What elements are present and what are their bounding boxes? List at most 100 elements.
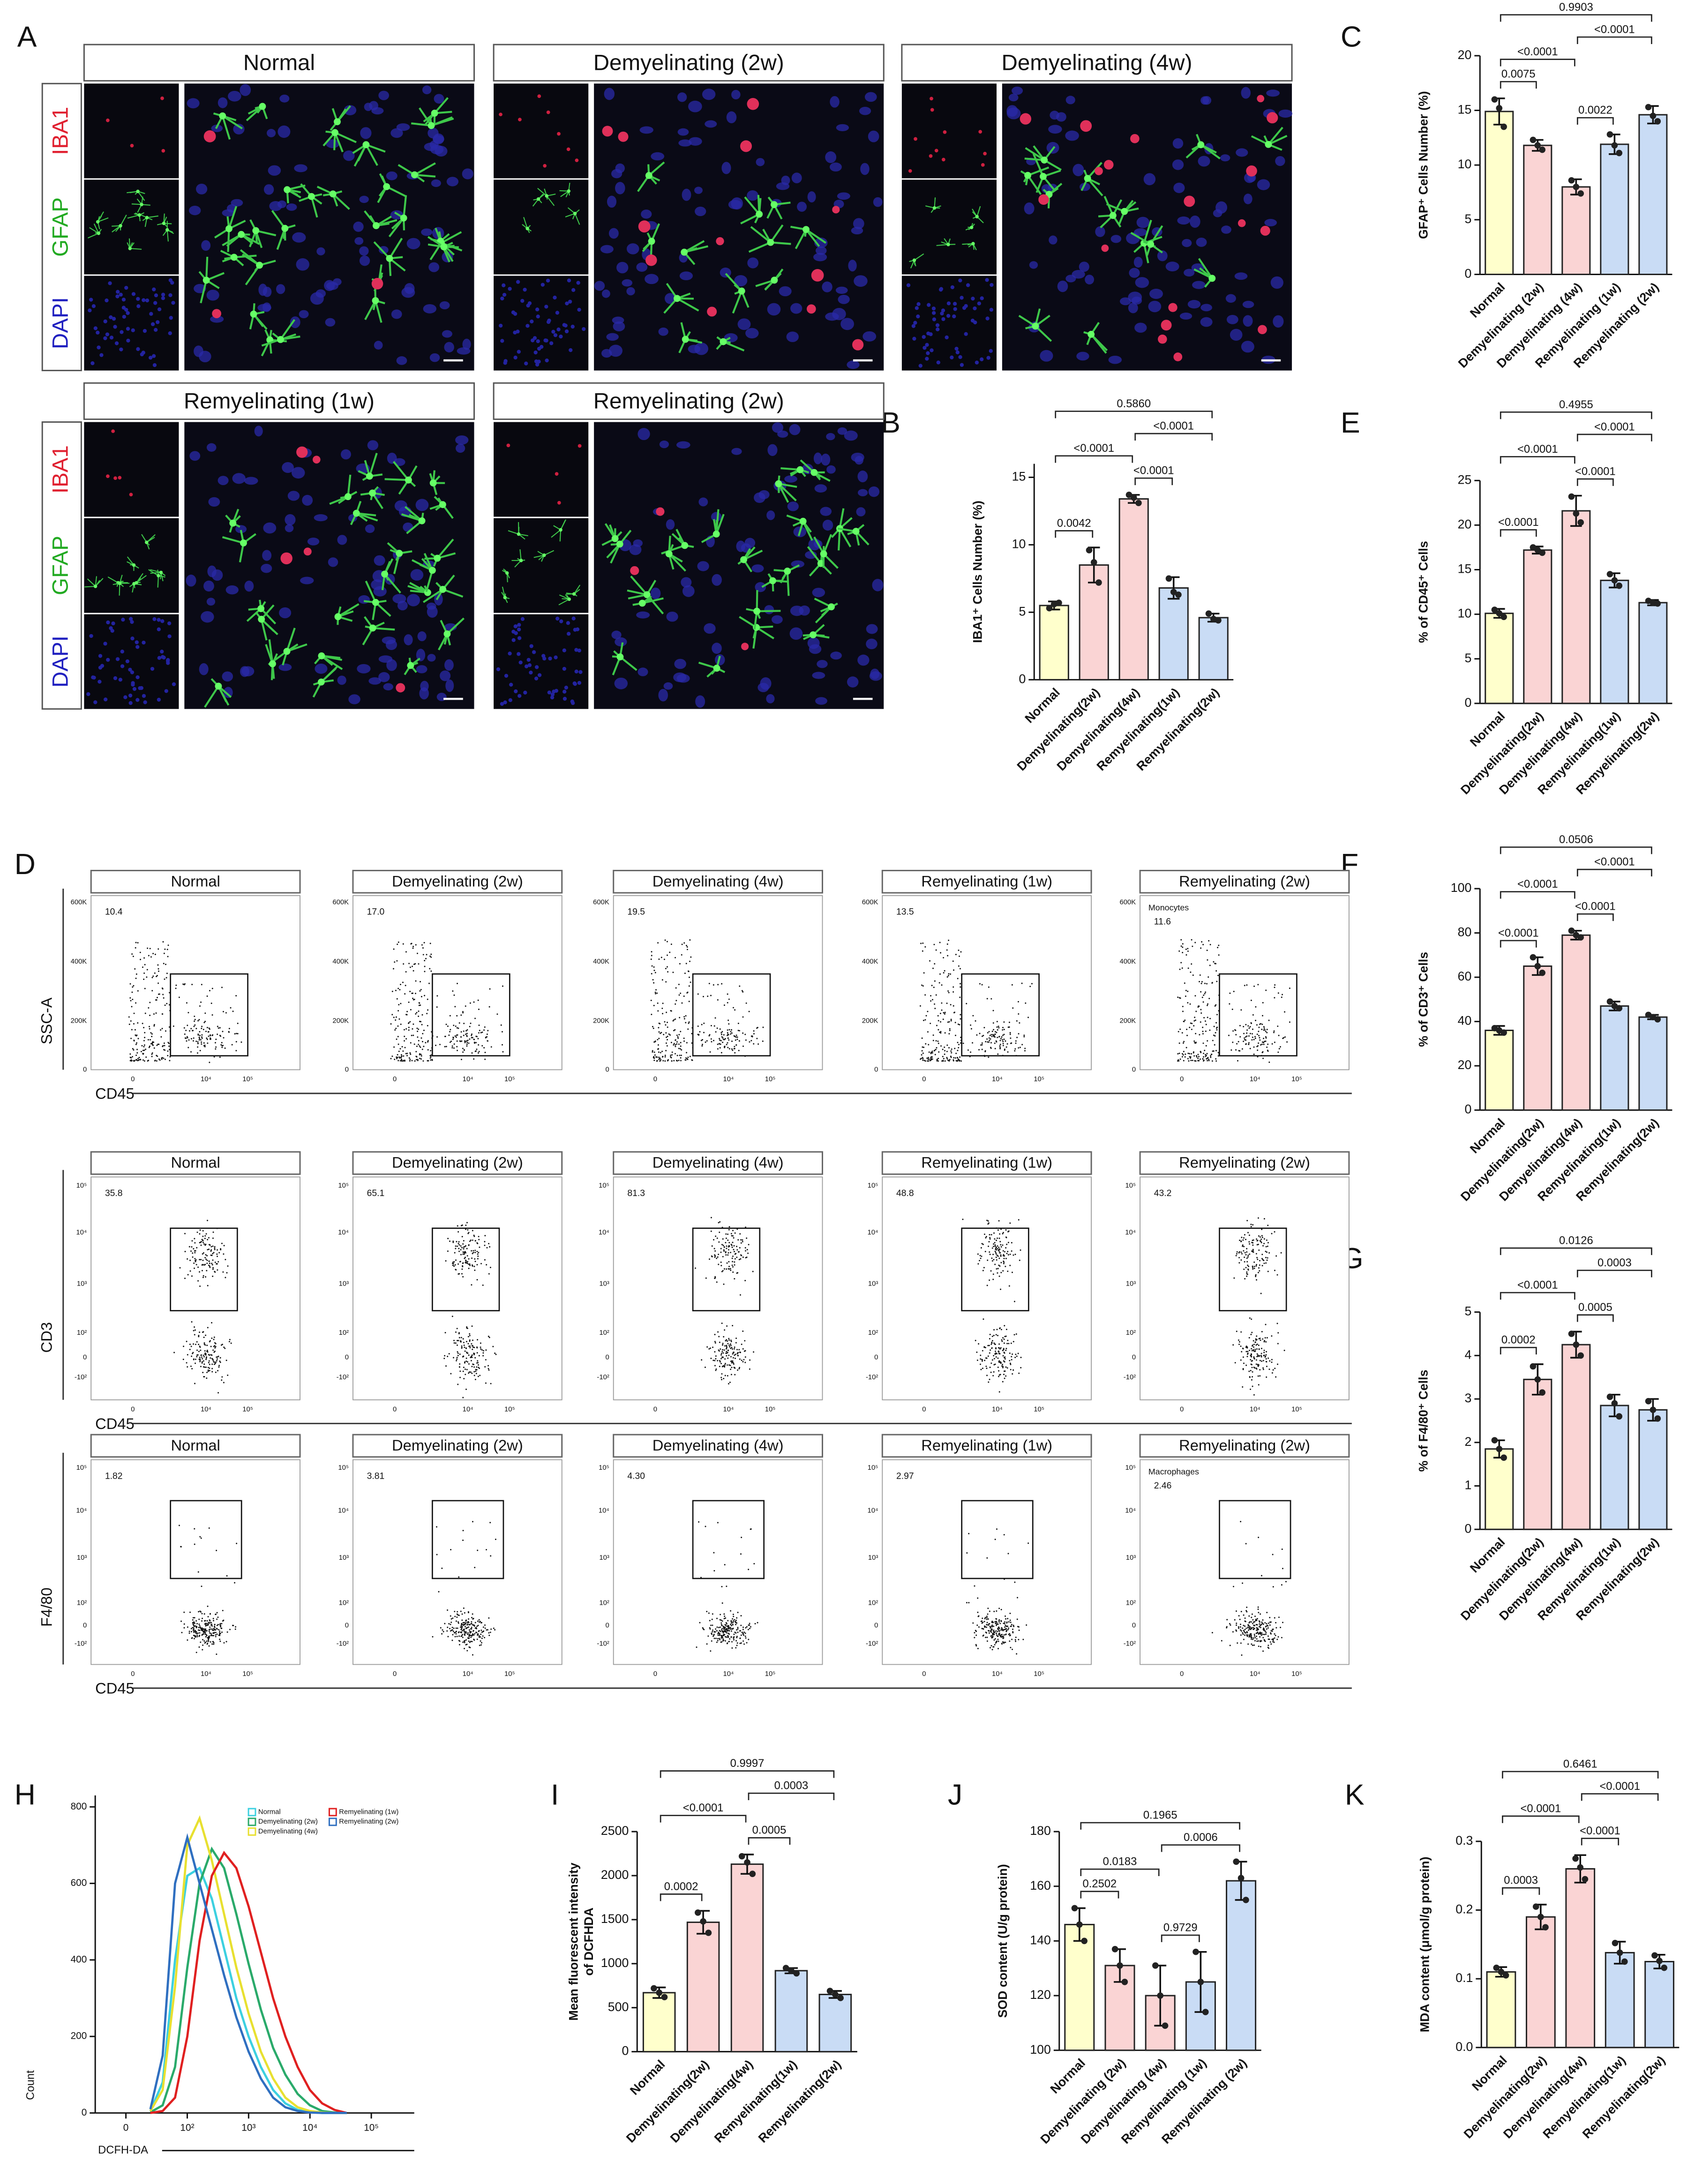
event-dot — [222, 1271, 224, 1273]
cell-body — [769, 577, 776, 584]
event-dot — [1251, 1367, 1253, 1369]
event-dot — [478, 1367, 480, 1369]
microglia — [396, 683, 405, 693]
blue-dot — [517, 652, 521, 656]
blue-dot — [135, 645, 140, 649]
blue-dot — [562, 648, 566, 652]
event-dot — [142, 1059, 144, 1061]
event-dot — [479, 1246, 480, 1248]
cell-process — [166, 230, 169, 242]
event-dot — [735, 1036, 737, 1038]
event-dot — [1262, 1245, 1264, 1247]
event-dot — [211, 1363, 213, 1365]
event-dot — [1253, 1267, 1255, 1269]
channel-image — [84, 276, 179, 371]
event-dot — [459, 1363, 461, 1365]
event-dot — [414, 963, 416, 965]
event-dot — [420, 996, 422, 997]
event-dot — [1194, 995, 1196, 997]
cell-body — [383, 183, 390, 190]
event-dot — [1009, 1352, 1011, 1354]
event-dot — [459, 1040, 461, 1042]
channel-box — [41, 82, 82, 372]
event-dot — [659, 1057, 661, 1059]
event-dot — [474, 1249, 476, 1251]
flow-x-label: CD45 — [95, 1415, 135, 1432]
event-dot — [989, 1338, 990, 1339]
plot-title: Normal — [171, 1154, 220, 1171]
event-dot — [1265, 989, 1267, 991]
event-dot — [734, 1251, 735, 1253]
event-dot — [744, 1247, 746, 1249]
event-dot — [460, 1031, 462, 1033]
event-dot — [156, 1055, 158, 1056]
event-dot — [142, 966, 143, 968]
event-dot — [1255, 1339, 1257, 1341]
event-dot — [1253, 1265, 1255, 1267]
event-dot — [699, 1031, 701, 1032]
event-dot — [456, 1015, 458, 1017]
event-dot — [1015, 1333, 1017, 1335]
event-dot — [1005, 1247, 1007, 1249]
flow-y-tick: 600K — [332, 899, 349, 906]
event-dot — [202, 1259, 204, 1261]
nucleus — [1192, 281, 1206, 289]
event-dot — [1007, 1242, 1009, 1243]
event-dot — [1202, 1001, 1204, 1003]
nucleus — [615, 637, 627, 647]
event-dot — [449, 1015, 451, 1017]
nucleus — [764, 605, 774, 614]
event-dot — [488, 1006, 490, 1008]
cell-body — [443, 630, 451, 637]
event-dot — [967, 1049, 969, 1051]
event-dot — [213, 1361, 215, 1363]
event-dot — [398, 1010, 399, 1012]
cell-process — [748, 241, 771, 253]
event-dot — [1273, 1030, 1275, 1032]
event-dot — [445, 1365, 447, 1367]
event-dot — [715, 1358, 717, 1360]
event-dot — [1251, 1242, 1253, 1243]
event-dot — [947, 1021, 949, 1023]
event-dot — [929, 960, 931, 962]
event-dot — [960, 1042, 962, 1044]
event-dot — [409, 1058, 411, 1060]
event-dot — [1018, 1033, 1020, 1035]
event-dot — [720, 1353, 722, 1354]
event-dot — [195, 1250, 196, 1252]
event-dot — [135, 977, 137, 979]
event-dot — [678, 994, 680, 996]
event-dot — [664, 1021, 666, 1023]
event-dot — [461, 1273, 463, 1275]
event-dot — [486, 1247, 488, 1249]
event-dot — [211, 1263, 213, 1264]
nucleus — [814, 484, 827, 493]
event-dot — [462, 1251, 464, 1253]
event-dot — [684, 972, 686, 974]
red-dot — [981, 163, 985, 167]
blue-dot — [980, 357, 984, 361]
event-dot — [423, 1030, 425, 1032]
event-dot — [472, 1253, 473, 1255]
event-dot — [942, 1018, 944, 1020]
blue-dot — [526, 303, 530, 308]
event-dot — [1182, 1010, 1184, 1012]
event-dot — [466, 1043, 468, 1045]
event-dot — [214, 1350, 216, 1352]
event-dot — [716, 1027, 718, 1029]
event-dot — [1235, 1034, 1237, 1036]
event-dot — [1011, 984, 1013, 986]
event-dot — [720, 1052, 722, 1054]
blue-dot — [513, 355, 518, 360]
event-dot — [712, 984, 714, 986]
event-dot — [206, 1255, 208, 1257]
event-dot — [402, 1060, 404, 1062]
event-dot — [469, 1345, 471, 1347]
event-dot — [495, 1354, 497, 1355]
nucleus — [712, 574, 722, 586]
nucleus — [826, 465, 836, 474]
nucleus — [1200, 317, 1213, 327]
event-dot — [410, 1054, 412, 1055]
event-dot — [727, 1375, 728, 1376]
